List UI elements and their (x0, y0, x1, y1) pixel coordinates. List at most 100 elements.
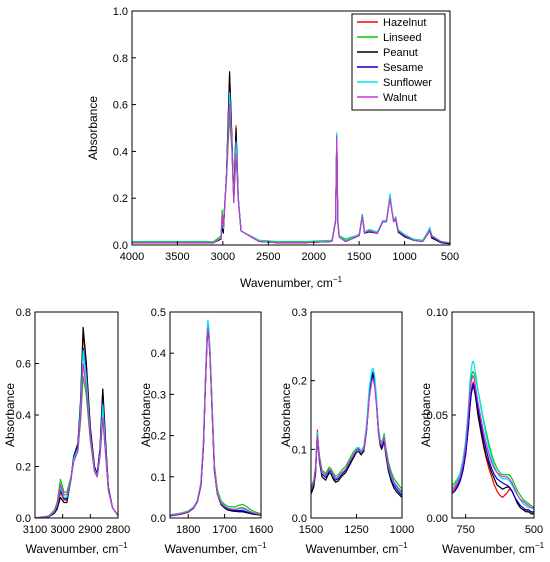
series-line-peanut (35, 326, 118, 518)
chart-panel-low-wavenumber: 750 500 0.00 0.05 0.10 Wavenumber, cm−1 Absorb… (419, 307, 545, 556)
series-line-hazelnut (35, 332, 118, 518)
y-axis-title: Absorbance (279, 383, 293, 447)
series-group (311, 367, 402, 498)
y-tick-label: 0.1 (292, 444, 307, 456)
series-group (132, 71, 450, 245)
x-tick-label: 2900 (78, 524, 102, 536)
series-line-walnut (452, 375, 534, 509)
plot-frame (34, 311, 119, 519)
y-axis-title: Absorbance (419, 383, 433, 447)
x-tick-label: 1250 (344, 524, 368, 536)
series-line-linseed (170, 325, 261, 516)
x-tick-label: 1500 (347, 251, 371, 263)
series-line-walnut (132, 104, 450, 244)
y-tick-label: 0.00 (427, 513, 448, 525)
plot-frame (131, 10, 451, 246)
y-axis-title: Absorbance (86, 96, 100, 160)
chart-panel-fingerprint: 1500 1250 1000 0.0 0.1 0.2 0.3 Wavenumber, cm−1… (279, 307, 414, 556)
x-tick-label: 1500 (299, 524, 323, 536)
y-axis-title: Absorbance (139, 383, 153, 447)
y-tick-label: 0.2 (16, 462, 31, 474)
series-line-peanut (311, 374, 402, 498)
plot-frame (310, 311, 403, 519)
x-tick-label: 1000 (392, 251, 416, 263)
x-tick-label: 1800 (176, 524, 200, 536)
x-tick-label: 2500 (256, 251, 280, 263)
y-tick-label: 0.0 (113, 240, 128, 252)
plot-frame (169, 311, 262, 519)
x-axis-title-text: Wavenumber, cm (305, 542, 398, 556)
series-line-linseed (452, 371, 534, 509)
y-tick-label: 0.8 (16, 307, 31, 319)
series-line-walnut (311, 378, 402, 493)
y-tick-label: 0.4 (151, 348, 166, 360)
y-tick-label: 0.0 (151, 513, 166, 525)
y-tick-label: 0.3 (292, 307, 307, 319)
y-tick-label: 0.2 (113, 193, 128, 205)
x-axis-title-superscript: −1 (257, 541, 267, 550)
series-line-hazelnut (170, 323, 261, 517)
legend-box (351, 13, 446, 111)
x-axis-title: Wavenumber, cm−1 (164, 541, 267, 556)
series-line-linseed (132, 115, 450, 244)
x-tick-label: 500 (525, 524, 543, 536)
x-tick-label: 4000 (120, 251, 144, 263)
x-tick-label: 2800 (106, 524, 130, 536)
x-axis-title-superscript: −1 (118, 541, 128, 550)
chart-panel-ch-stretch: 3100 3000 2900 2800 0.0 0.2 0.4 0.6 0.8 Wavenumbe… (3, 307, 130, 556)
y-tick-label: 0.4 (16, 410, 31, 422)
plot-frame (451, 311, 535, 519)
y-tick-label: 0.0 (292, 513, 307, 525)
series-line-sesame (170, 323, 261, 517)
x-tick-label: 750 (456, 524, 474, 536)
x-axis-title: Wavenumber, cm−1 (25, 541, 128, 556)
legend-label-hazelnut: Hazelnut (383, 17, 426, 29)
y-tick-label: 0.5 (151, 307, 166, 319)
y-tick-label: 0.2 (292, 376, 307, 388)
x-axis-title: Wavenumber, cm−1 (305, 541, 408, 556)
series-line-sunflower (170, 319, 261, 516)
series-line-walnut (35, 362, 118, 518)
x-tick-label: 500 (441, 251, 459, 263)
legend: Hazelnut Linseed Peanut Sesame Sunflower Waln… (351, 13, 446, 111)
x-tick-label: 3000 (50, 524, 74, 536)
x-tick-label: 3100 (23, 524, 47, 536)
y-tick-label: 0.8 (113, 53, 128, 65)
series-group (452, 360, 534, 515)
series-line-sunflower (132, 92, 450, 244)
legend-label-sunflower: Sunflower (383, 77, 432, 89)
x-axis-title-superscript: −1 (535, 541, 545, 550)
x-tick-label: 1600 (249, 524, 273, 536)
y-tick-label: 0.1 (151, 472, 166, 484)
series-group (35, 326, 118, 518)
x-tick-label: 1000 (390, 524, 414, 536)
x-tick-label: 3000 (211, 251, 235, 263)
y-tick-label: 1.0 (113, 6, 128, 18)
x-axis-title-text: Wavenumber, cm (164, 542, 257, 556)
x-axis-title-text: Wavenumber, cm (240, 276, 333, 290)
y-tick-label: 0.05 (427, 410, 448, 422)
x-axis-title-text: Wavenumber, cm (25, 542, 118, 556)
y-tick-label: 0.3 (151, 389, 166, 401)
series-line-peanut (170, 327, 261, 517)
legend-label-sesame: Sesame (383, 62, 423, 74)
y-tick-label: 0.6 (113, 100, 128, 112)
x-tick-label: 3500 (165, 251, 189, 263)
x-axis-title-superscript: −1 (333, 275, 343, 284)
x-axis-title: Wavenumber, cm−1 (240, 275, 343, 290)
series-group (170, 319, 261, 517)
y-tick-label: 0.10 (427, 307, 448, 319)
y-tick-label: 0.4 (113, 146, 128, 158)
x-axis-title-superscript: −1 (398, 541, 408, 550)
x-axis-title: Wavenumber, cm−1 (442, 541, 545, 556)
legend-label-linseed: Linseed (383, 32, 422, 44)
x-tick-label: 2000 (301, 251, 325, 263)
series-line-sesame (452, 383, 534, 513)
y-tick-label: 0.6 (16, 359, 31, 371)
legend-label-peanut: Peanut (383, 47, 418, 59)
chart-panel-carbonyl: 1800 1700 1600 0.0 0.1 0.2 0.3 0.4 0.5 Wavenumber… (139, 307, 273, 556)
series-line-sunflower (452, 360, 534, 511)
series-line-sesame (311, 372, 402, 496)
